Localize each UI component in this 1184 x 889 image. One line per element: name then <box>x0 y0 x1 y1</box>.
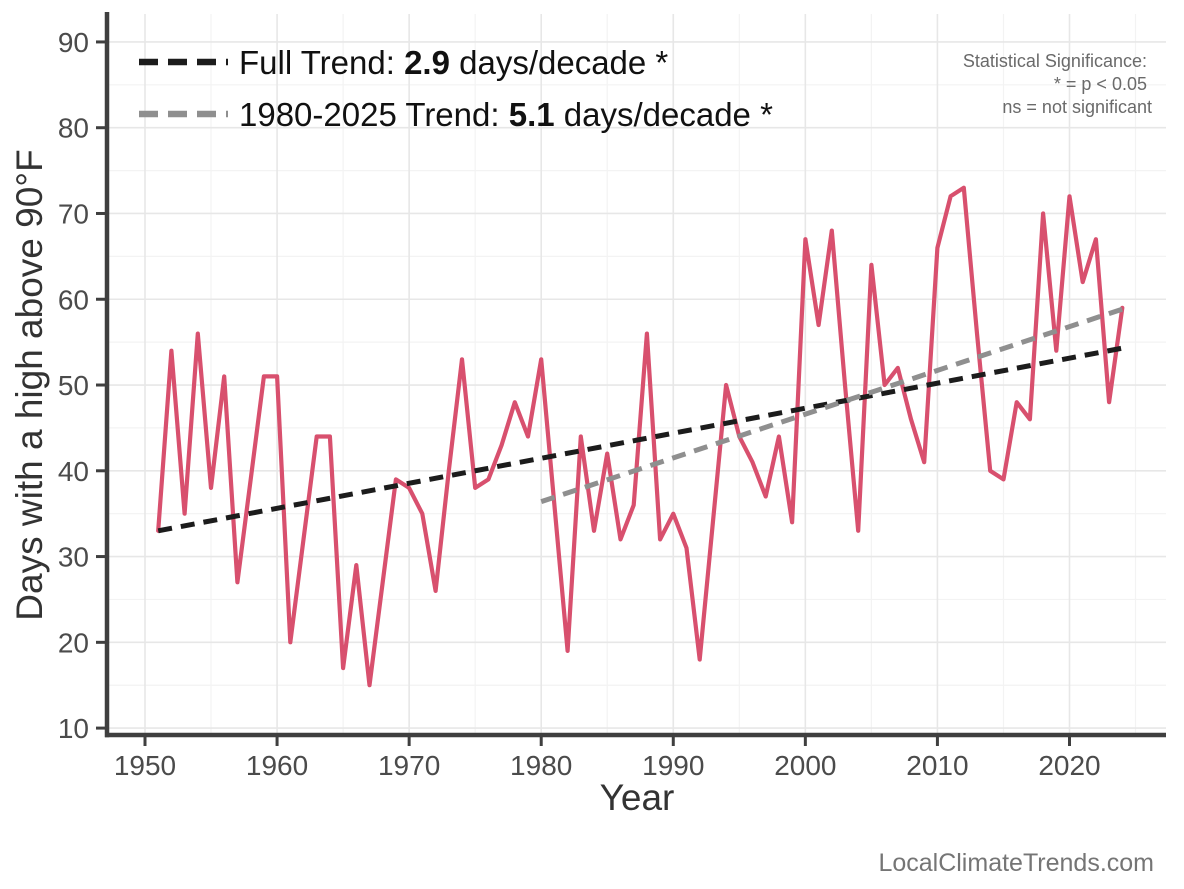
data-series <box>156 185 1128 688</box>
axes <box>104 12 1166 738</box>
annual-series-line <box>156 185 1125 688</box>
full-trend-line <box>157 345 1123 534</box>
x-tick-label: 1950 <box>114 750 176 781</box>
x-tick-label: 1970 <box>378 750 440 781</box>
trend-1980-2025-line <box>540 305 1128 505</box>
x-tick-label: 2000 <box>774 750 836 781</box>
y-tick-label: 60 <box>58 284 89 315</box>
y-tick-label: 50 <box>58 370 89 401</box>
y-tick-label: 20 <box>58 627 89 658</box>
watermark: LocalClimateTrends.com <box>878 849 1154 877</box>
x-tick-label: 2020 <box>1038 750 1100 781</box>
y-tick-label: 80 <box>58 113 89 144</box>
y-axis-title: Days with a high above 90°F <box>9 149 50 620</box>
axis-tick-labels: 1950 1960 1970 1980 1990 2000 2010 2020 10 20 30 40… <box>58 27 1101 781</box>
x-tick-label: 1990 <box>642 750 704 781</box>
y-tick-label: 30 <box>58 542 89 573</box>
y-tick-label: 40 <box>58 456 89 487</box>
y-tick-label: 10 <box>58 713 89 744</box>
significance-note: Statistical Significance: * = p < 0.05 n… <box>963 51 1152 117</box>
y-tick-label: 90 <box>58 27 89 58</box>
x-tick-label: 1960 <box>246 750 308 781</box>
x-tick-label: 1980 <box>510 750 572 781</box>
legend-label-full-trend: Full Trend: 2.9 days/decade * <box>239 44 668 81</box>
legend-label-1980-2025-trend: 1980-2025 Trend: 5.1 days/decade * <box>239 96 773 133</box>
axis-ticks <box>96 40 1071 746</box>
legend: Full Trend: 2.9 days/decade * 1980-2025 … <box>139 44 773 133</box>
y-tick-label: 70 <box>58 198 89 229</box>
x-axis-title: Year <box>600 777 675 818</box>
x-tick-label: 2010 <box>906 750 968 781</box>
